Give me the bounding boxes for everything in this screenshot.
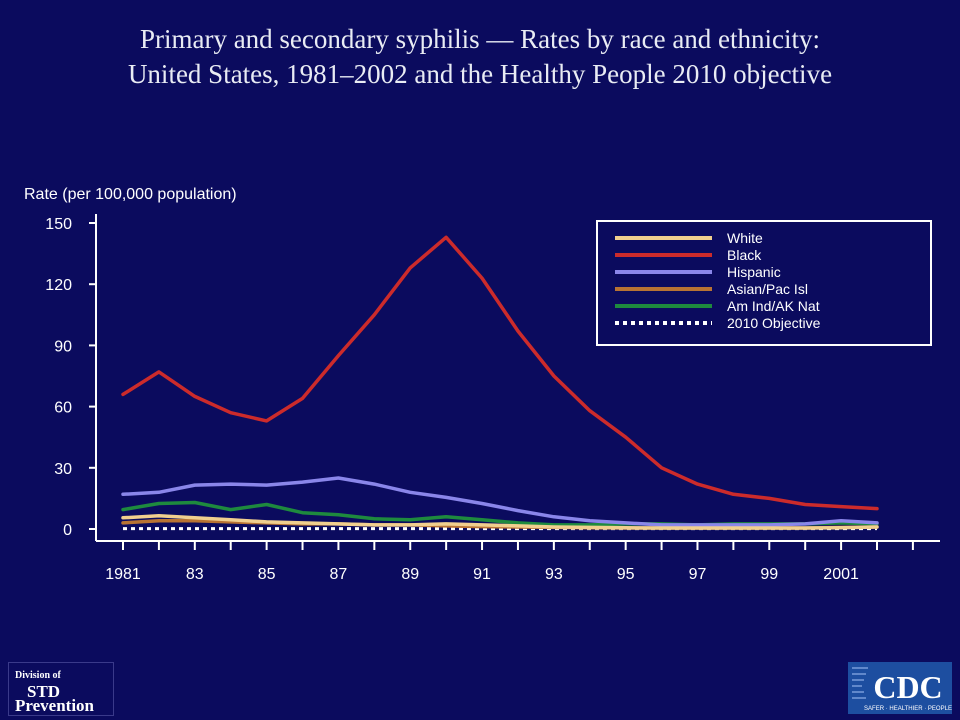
y-tick-label: 90 (54, 338, 72, 355)
legend-label: White (727, 230, 763, 246)
legend-box (596, 220, 932, 346)
x-tick-label: 87 (330, 566, 348, 583)
x-tick-label: 85 (258, 566, 276, 583)
series-lines (121, 235, 879, 531)
y-tick-label: 0 (63, 522, 72, 539)
x-tick-label: 1981 (105, 566, 141, 583)
y-tick-label: 120 (45, 277, 72, 294)
cdc-logo-stripes (852, 667, 868, 699)
x-tick-label: 93 (545, 566, 563, 583)
x-tick-label: 97 (689, 566, 707, 583)
legend-label: Am Ind/AK Nat (727, 298, 820, 314)
std-prevention-logo: Division of STD Prevention (8, 662, 114, 716)
chart-title: Primary and secondary syphilis — Rates b… (0, 22, 960, 92)
std-logo-line-2: STD (27, 682, 61, 701)
cdc-logo: CDC SAFER · HEALTHIER · PEOPLE (848, 662, 952, 714)
y-axis-label: Rate (per 100,000 population) (24, 186, 237, 203)
cdc-logo-text: CDC (873, 669, 942, 705)
x-tick-label: 99 (760, 566, 778, 583)
series-line-white (121, 513, 879, 530)
cdc-logo-tagline: SAFER · HEALTHIER · PEOPLE (864, 706, 952, 712)
x-tick-label: 83 (186, 566, 204, 583)
title-line-2: United States, 1981–2002 and the Healthy… (127, 59, 833, 89)
legend-label: Asian/Pac Isl (727, 281, 808, 297)
y-tick-label: 60 (54, 400, 72, 417)
x-tick-label: 91 (473, 566, 491, 583)
x-tick-label: 95 (617, 566, 635, 583)
legend-label: Black (727, 247, 762, 263)
legend-label: 2010 Objective (727, 315, 821, 331)
std-logo-line-3: Prevention (15, 696, 95, 715)
y-tick-label: 30 (54, 461, 72, 478)
std-logo-line-1: Division of (15, 670, 61, 681)
x-tick-label: 2001 (823, 566, 859, 583)
series-line-black (121, 235, 879, 511)
x-tick-label: 89 (401, 566, 419, 583)
title-line-1: Primary and secondary syphilis — Rates b… (139, 24, 821, 54)
axes: 0 30 60 90 120 150 1981 83 85 87 89 91 93 95 97 99 2001 (45, 214, 940, 583)
series-line-hispanic (121, 476, 879, 527)
legend-label: Hispanic (727, 264, 781, 280)
y-tick-label: 150 (45, 216, 72, 233)
cdc-logo-background (848, 662, 952, 714)
